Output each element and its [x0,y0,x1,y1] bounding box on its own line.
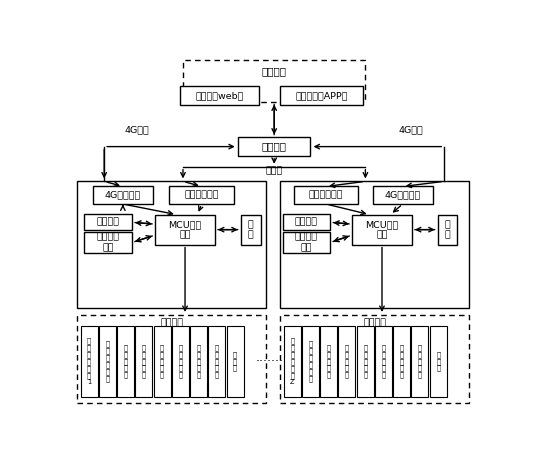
Text: 基
站
传
感
器: 基 站 传 感 器 [160,344,164,378]
Text: 电
源: 电 源 [445,220,450,239]
Bar [93,187,153,204]
Bar [172,326,189,397]
Bar [438,215,457,245]
Bar [284,326,301,397]
Text: 报警模块: 报警模块 [97,218,120,227]
Bar [357,326,374,397]
Bar [117,326,134,397]
Text: 移动终端（APP）: 移动终端（APP） [296,91,348,100]
Text: 门
磁
传
感
器: 门 磁 传 感 器 [381,344,385,378]
Text: 以太网: 以太网 [265,166,283,175]
Text: 报警模块: 报警模块 [295,218,318,227]
Text: 4G网络: 4G网络 [399,126,423,134]
Text: ·······: ······· [256,355,284,368]
Text: 门
磁
传
感
器: 门 磁 传 感 器 [178,344,182,378]
Text: 平
层
传
感
器: 平 层 传 感 器 [124,344,127,378]
Text: 摄
像
头: 摄 像 头 [233,351,237,371]
Text: 速
度
传
感
器: 速 度 传 感 器 [400,344,404,378]
Text: 电
梯
监
测
单
元
1: 电 梯 监 测 单 元 1 [87,338,91,385]
Bar [155,215,215,245]
Text: MCU微控
制器: MCU微控 制器 [365,220,399,239]
Text: 语音安抚
模块: 语音安抚 模块 [97,233,120,252]
Bar [393,326,410,397]
Bar [280,181,469,307]
Text: 红
外
传
感
器: 红 外 传 感 器 [418,344,422,378]
Text: 极
限
传
感
器: 极 限 传 感 器 [142,344,146,378]
Bar [81,326,97,397]
Bar [373,187,433,204]
Text: 速
度
传
感
器: 速 度 传 感 器 [196,344,201,378]
Text: 平
层
传
感
器: 平 层 传 感 器 [327,344,331,378]
Bar [77,181,266,307]
Text: 采集终端: 采集终端 [160,319,183,327]
Bar [183,60,365,102]
Bar [170,187,234,204]
Text: 电
源: 电 源 [248,220,254,239]
Bar [85,232,132,253]
Bar [280,315,469,403]
Text: 极
限
传
感
器: 极 限 传 感 器 [345,344,349,378]
Bar [352,215,412,245]
Bar [411,326,429,397]
Text: 客户端（web）: 客户端（web） [195,91,243,100]
Bar [294,187,358,204]
Bar [77,315,266,403]
Bar [320,326,337,397]
Text: 监控平台: 监控平台 [262,66,287,76]
Bar [375,326,392,397]
Text: 4G网络: 4G网络 [125,126,150,134]
Text: 网络端口模块: 网络端口模块 [185,191,219,200]
Bar [154,326,171,397]
Bar [241,215,261,245]
Text: MCU微控
制器: MCU微控 制器 [169,220,202,239]
Bar [135,326,152,397]
Text: 温
湿
度
传
感
器: 温 湿 度 传 感 器 [309,341,312,382]
Text: 采集终端: 采集终端 [363,319,386,327]
Text: 语音安抚
模块: 语音安抚 模块 [295,233,318,252]
Text: 基
站
传
感
器: 基 站 传 感 器 [363,344,367,378]
Bar [282,232,331,253]
Bar [280,86,363,104]
Text: 红
外
传
感
器: 红 外 传 感 器 [215,344,219,378]
Bar [85,214,132,230]
Text: 云服务器: 云服务器 [262,142,287,152]
Text: 4G通信模块: 4G通信模块 [385,191,421,200]
Text: 4G通信模块: 4G通信模块 [105,191,141,200]
Text: 电
梯
监
测
单
元
Z: 电 梯 监 测 单 元 Z [290,338,294,385]
Text: 温
湿
度
传
感
器: 温 湿 度 传 感 器 [105,341,109,382]
Bar [208,326,225,397]
Bar [238,137,310,156]
Bar [99,326,116,397]
Bar [226,326,243,397]
Bar [430,326,447,397]
Text: 网络端口模块: 网络端口模块 [309,191,343,200]
Text: 摄
像
头: 摄 像 头 [436,351,440,371]
Bar [302,326,319,397]
Bar [339,326,355,397]
Bar [282,214,331,230]
Bar [190,326,207,397]
Bar [180,86,259,104]
